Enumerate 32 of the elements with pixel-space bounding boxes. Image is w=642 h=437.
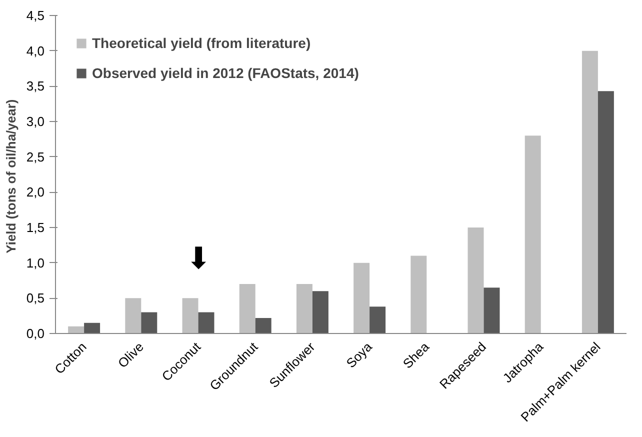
bar (296, 284, 312, 334)
bar (141, 312, 158, 334)
annotation: ⬇ (186, 242, 211, 276)
y-tick-label: 3,0 (26, 114, 45, 129)
bar (524, 136, 541, 334)
bar (484, 288, 500, 334)
y-tick-label: 1,0 (26, 255, 45, 270)
bar (468, 228, 484, 334)
bar (410, 256, 427, 334)
bar (239, 284, 256, 334)
y-tick-label: 4,5 (26, 8, 45, 23)
bar (370, 306, 386, 334)
y-tick-label: 4,0 (26, 43, 45, 58)
y-tick-label: 3,5 (26, 78, 45, 94)
bar (582, 50, 598, 334)
bar (198, 312, 214, 334)
y-tick-label: 2,0 (26, 184, 45, 200)
bar (255, 318, 272, 334)
bar (84, 322, 100, 334)
y-tick-label: 0,0 (26, 326, 45, 341)
bar (312, 291, 328, 334)
bar (68, 326, 84, 334)
legend-label: Theoretical yield (from literature) (92, 35, 311, 51)
bar (354, 262, 370, 334)
bar (598, 91, 614, 334)
y-tick-label: 2,5 (26, 149, 45, 164)
y-axis-title: Yield (tons of oil/ha/year) (3, 99, 18, 254)
y-tick-label: 1,5 (26, 220, 45, 235)
legend-label: Observed yield in 2012 (FAOStats, 2014) (92, 65, 359, 81)
y-tick-label: 0,5 (26, 290, 45, 306)
bar (182, 298, 198, 334)
bar (125, 298, 142, 334)
